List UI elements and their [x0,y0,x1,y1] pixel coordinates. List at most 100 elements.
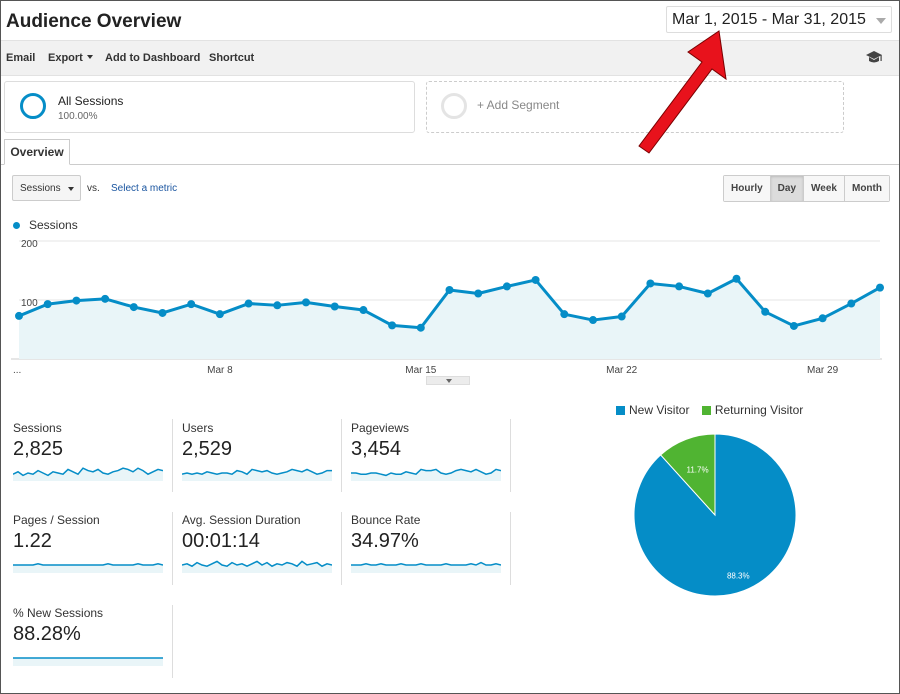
sessions-point[interactable] [789,321,798,330]
sessions-point[interactable] [847,299,856,308]
scorecard-pageviews[interactable]: Pageviews 3,454 [351,421,506,503]
report-toolbar: Email Export Add to Dashboard Shortcut [1,40,899,76]
sessions-point[interactable] [101,294,110,303]
scorecard-value: 1.22 [13,530,52,552]
sessions-point[interactable] [445,285,454,294]
scorecard-new-sessions[interactable]: % New Sessions 88.28% [13,606,168,688]
chevron-down-icon [876,18,886,24]
sessions-point[interactable] [646,279,655,288]
hourly-button[interactable]: Hourly [724,176,770,201]
sessions-point[interactable] [416,323,425,332]
scorecard-label: % New Sessions [13,606,104,620]
sessions-point[interactable] [158,308,167,317]
date-range-label: Mar 1, 2015 - Mar 31, 2015 [672,11,866,28]
sessions-point[interactable] [617,312,626,321]
sessions-point[interactable] [876,283,884,292]
select-metric-link[interactable]: Select a metric [111,183,178,194]
sessions-point[interactable] [502,282,511,291]
scorecard-pages-per-session[interactable]: Pages / Session 1.22 [13,513,168,595]
sessions-point[interactable] [818,314,827,323]
sessions-point[interactable] [72,296,81,305]
email-button[interactable]: Email [6,52,35,64]
scorecard-value: 34.97% [351,530,419,552]
sessions-point[interactable] [761,307,770,316]
x-tick-label: Mar 29 [807,365,839,376]
x-tick-label: Mar 8 [207,365,233,376]
sessions-point[interactable] [15,311,23,320]
graduation-cap-icon[interactable] [865,49,883,70]
sessions-point[interactable] [388,321,397,330]
sparkline-line [351,468,501,477]
caret-down-icon [86,55,93,59]
sparkline [13,563,163,573]
month-button[interactable]: Month [843,176,889,201]
sparkline [351,561,501,573]
sparkline-area [13,468,163,481]
sessions-point[interactable] [474,289,483,298]
sessions-point[interactable] [273,301,282,310]
sessions-point[interactable] [703,289,712,298]
sparkline [182,468,332,481]
sparkline-area [13,658,163,666]
sessions-point[interactable] [244,299,253,308]
tab-overview[interactable]: Overview [4,139,70,165]
scorecard-value: 2,825 [13,438,64,460]
new-visitor-swatch [616,406,625,415]
divider [172,605,173,678]
sessions-point[interactable] [675,282,684,291]
scorecard-bounce-rate[interactable]: Bounce Rate 34.97% [351,513,506,595]
pie-legend: New Visitor Returning Visitor [616,403,803,417]
sparkline [351,468,501,481]
sessions-point[interactable] [302,298,310,307]
week-button[interactable]: Week [803,176,844,201]
export-label: Export [48,52,83,64]
shortcut-label: Shortcut [209,52,255,64]
add-segment-button[interactable]: + Add Segment [426,81,844,133]
x-tick-label: Mar 22 [606,365,638,376]
scorecard-users[interactable]: Users 2,529 [182,421,337,503]
scorecard-label: Bounce Rate [351,513,421,527]
metric-select[interactable]: Sessions [12,175,81,201]
chart-expander[interactable] [426,376,470,385]
scorecard-avg-session-duration[interactable]: Avg. Session Duration 00:01:14 [182,513,337,595]
sparkline-area [182,469,332,481]
sparkline-line [13,563,163,566]
sessions-point[interactable] [359,306,368,315]
metric-select-label: Sessions [20,183,61,194]
sessions-point[interactable] [187,300,196,309]
sparkline [13,467,163,481]
divider [341,512,342,585]
day-button[interactable]: Day [769,176,804,201]
pie-slice-label: 88.3% [727,571,750,580]
sessions-point[interactable] [531,275,540,284]
segment-ring-icon [20,93,46,119]
visitor-pie-chart: 88.3% 11.7% [633,433,797,597]
scorecard-label: Pages / Session [13,513,100,527]
add-segment-label: + Add Segment [477,98,560,112]
sparkline-area [182,561,332,573]
scorecard-value: 88.28% [13,623,81,645]
pie-slice-returning-visitor[interactable] [659,433,716,517]
caret-down-icon [68,187,74,191]
sparkline-line [182,468,332,476]
sessions-point[interactable] [129,303,138,312]
add-to-dashboard-label: Add to Dashboard [105,52,201,64]
sessions-point[interactable] [732,274,741,283]
segment-all-sessions[interactable]: All Sessions 100.00% [4,81,415,133]
add-to-dashboard-button[interactable]: Add to Dashboard [105,52,200,64]
scorecard-sessions[interactable]: Sessions 2,825 [13,421,168,503]
shortcut-button[interactable]: Shortcut [209,52,254,64]
sessions-point[interactable] [560,310,569,319]
date-range-picker[interactable]: Mar 1, 2015 - Mar 31, 2015 [666,6,892,33]
scorecard-value: 2,529 [182,438,233,460]
x-tick-label: ... [13,365,21,376]
sparkline-line [182,560,332,568]
sessions-point[interactable] [215,310,224,319]
sessions-point[interactable] [43,300,52,309]
empty-segment-ring-icon [441,93,467,119]
sessions-point[interactable] [589,316,597,325]
export-button[interactable]: Export [48,52,93,64]
sessions-point[interactable] [330,302,339,311]
caret-down-icon [446,379,452,383]
